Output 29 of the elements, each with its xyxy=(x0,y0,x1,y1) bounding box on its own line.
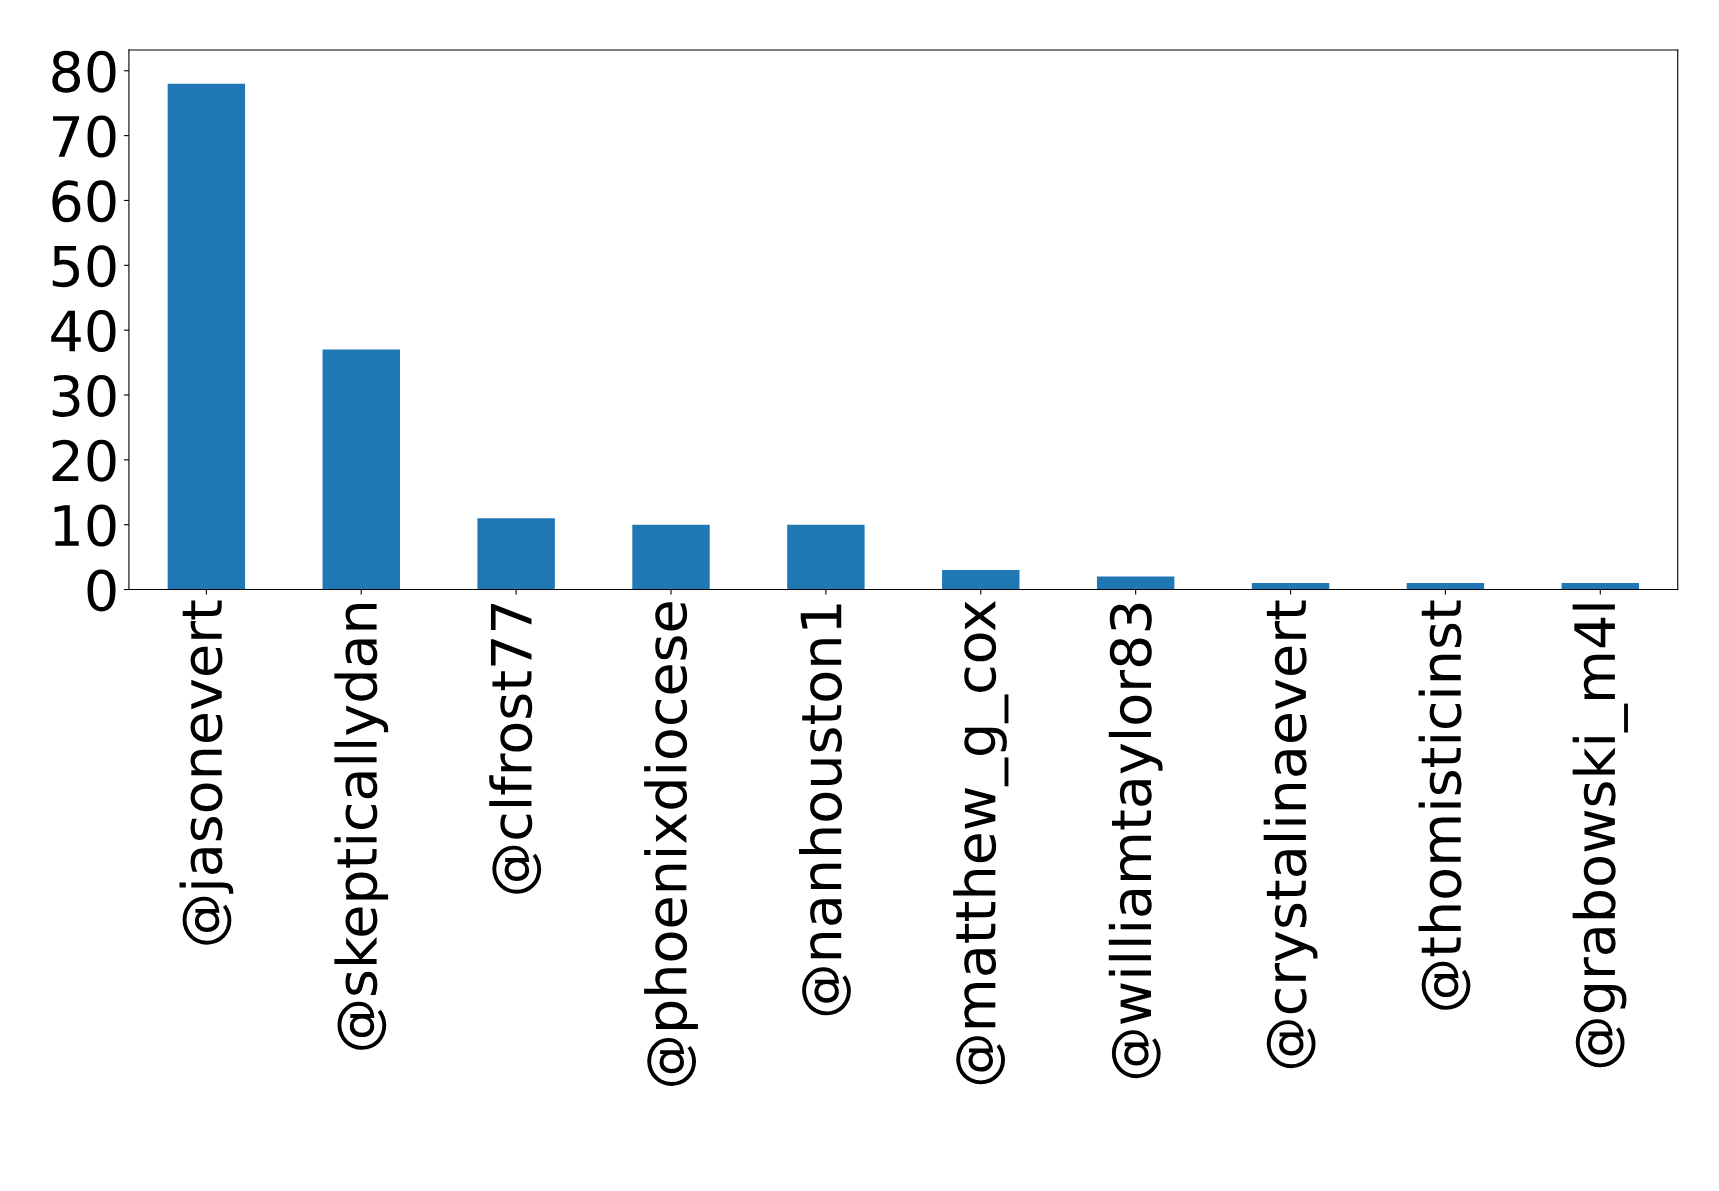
x-tick-label: @matthew_g_cox xyxy=(953,601,1009,1085)
y-tick-label: 70 xyxy=(53,115,116,158)
bar xyxy=(942,570,1020,590)
x-tick-label: @phoenixdiocese xyxy=(644,602,698,1086)
bar xyxy=(1096,576,1175,590)
x-tick-label: @skepticallydan xyxy=(334,603,389,1050)
x-tick-label: @clfrost77 xyxy=(489,604,542,894)
y-tick-label: 60 xyxy=(52,180,116,223)
y-tick-label: 20 xyxy=(52,439,116,482)
x-tick-label: @crystalinaevert xyxy=(1263,600,1318,1069)
x-tick-label: @nanhouston1 xyxy=(799,604,851,1016)
bar xyxy=(477,518,555,590)
x-tick-label: @jasonevert xyxy=(179,600,234,945)
x-tick-label: @thomisticinst xyxy=(1418,600,1471,1010)
bar xyxy=(632,524,710,590)
x-tick-label: @grabowski_m4l xyxy=(1572,604,1628,1068)
bar xyxy=(167,83,246,590)
y-tick-label: 10 xyxy=(54,504,116,547)
y-tick-label: 30 xyxy=(52,374,116,417)
bar xyxy=(1251,583,1330,590)
x-tick-label: @williamtaylor83 xyxy=(1108,603,1163,1079)
bar xyxy=(1561,583,1640,590)
bar xyxy=(1406,583,1485,590)
y-tick-label: 0 xyxy=(87,569,116,612)
y-tick-label: 80 xyxy=(52,50,116,93)
y-tick-label: 50 xyxy=(52,245,116,288)
bar xyxy=(787,524,865,590)
bar xyxy=(322,349,400,590)
y-tick-label: 40 xyxy=(51,310,116,353)
